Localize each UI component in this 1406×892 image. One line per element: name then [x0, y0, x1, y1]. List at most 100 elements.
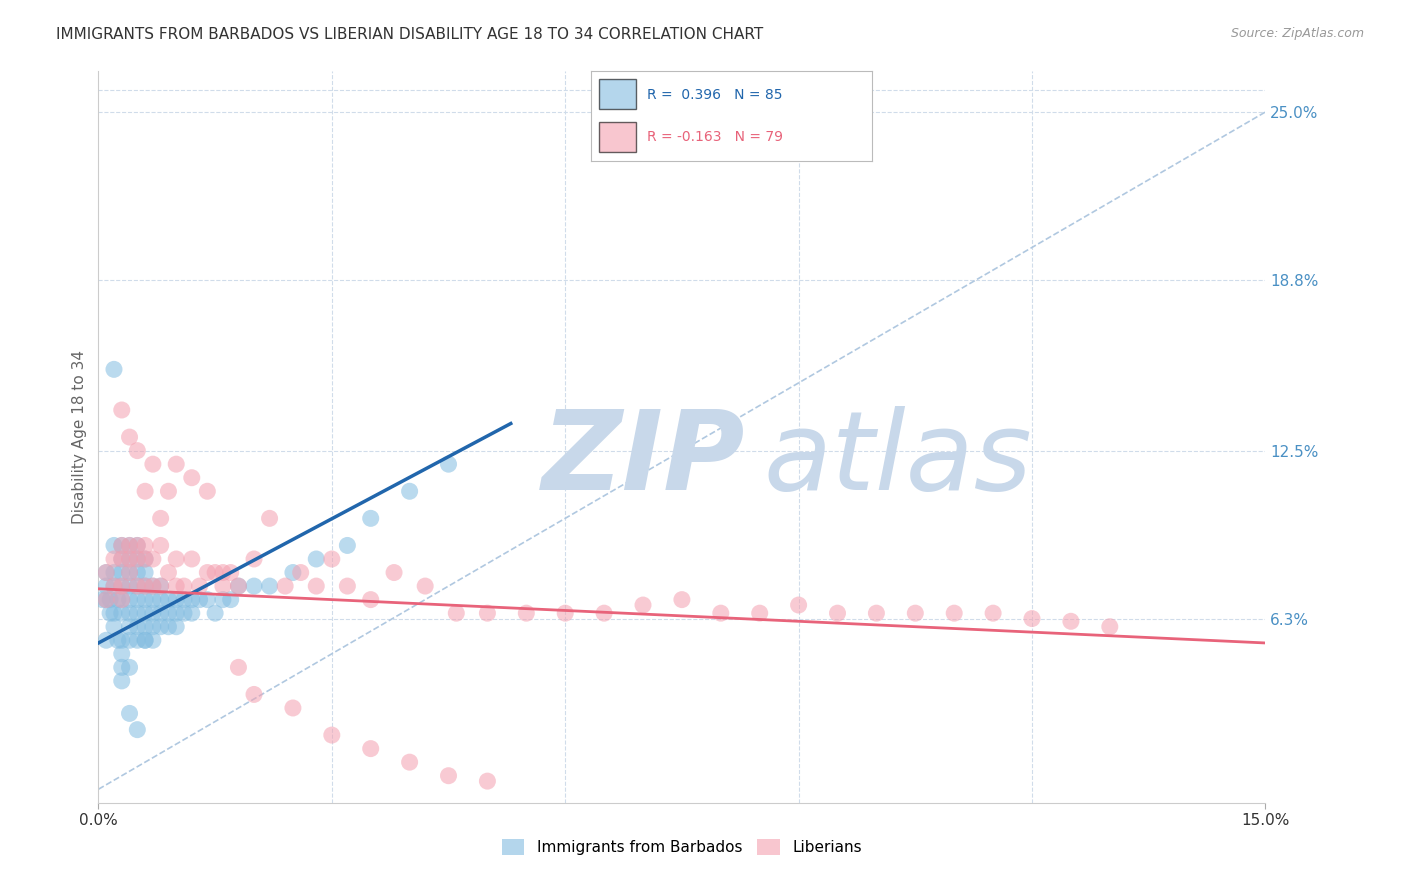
Point: [134, 484, 156, 499]
Point: [134, 579, 156, 593]
Point: [904, 606, 927, 620]
Point: [111, 403, 134, 417]
Point: [149, 620, 172, 634]
Point: [515, 606, 537, 620]
Point: [149, 538, 172, 552]
Point: [748, 606, 770, 620]
Point: [142, 579, 165, 593]
Point: [107, 633, 129, 648]
Point: [134, 633, 156, 648]
Point: [165, 592, 187, 607]
Point: [134, 620, 156, 634]
Point: [127, 606, 149, 620]
Point: [118, 633, 141, 648]
Point: [134, 606, 156, 620]
Point: [142, 552, 165, 566]
Text: Source: ZipAtlas.com: Source: ZipAtlas.com: [1230, 27, 1364, 40]
Point: [98, 606, 121, 620]
Point: [134, 633, 156, 648]
Point: [127, 566, 149, 580]
Point: [321, 728, 343, 742]
Point: [827, 606, 849, 620]
Point: [134, 579, 156, 593]
Point: [173, 579, 195, 593]
Point: [305, 579, 328, 593]
Point: [96, 633, 118, 648]
Point: [382, 566, 405, 580]
Point: [336, 579, 359, 593]
Point: [142, 620, 165, 634]
Point: [118, 430, 141, 444]
Point: [118, 566, 141, 580]
Point: [157, 592, 180, 607]
Point: [111, 592, 134, 607]
Point: [173, 606, 195, 620]
Point: [149, 606, 172, 620]
Point: [111, 660, 134, 674]
Point: [413, 579, 436, 593]
Point: [212, 566, 235, 580]
Point: [180, 471, 202, 485]
Point: [180, 552, 202, 566]
Point: [290, 566, 312, 580]
Point: [1060, 615, 1083, 629]
Point: [118, 606, 141, 620]
Point: [134, 538, 156, 552]
Point: [118, 538, 141, 552]
Point: [111, 592, 134, 607]
Point: [118, 538, 141, 552]
Point: [96, 579, 118, 593]
Point: [127, 552, 149, 566]
Point: [96, 566, 118, 580]
Point: [165, 579, 187, 593]
Point: [477, 774, 499, 789]
Point: [259, 511, 281, 525]
Point: [180, 606, 202, 620]
Point: [103, 566, 125, 580]
Point: [142, 633, 165, 648]
Point: [142, 606, 165, 620]
Point: [111, 552, 134, 566]
Point: [274, 579, 297, 593]
Point: [360, 741, 382, 756]
Point: [157, 620, 180, 634]
Point: [91, 592, 114, 607]
Point: [446, 606, 468, 620]
FancyBboxPatch shape: [599, 79, 636, 109]
Text: R =  0.396   N = 85: R = 0.396 N = 85: [647, 87, 782, 102]
Point: [111, 647, 134, 661]
Point: [157, 484, 180, 499]
Point: [195, 566, 218, 580]
Point: [111, 538, 134, 552]
Point: [149, 579, 172, 593]
Point: [134, 552, 156, 566]
Point: [134, 566, 156, 580]
Point: [127, 443, 149, 458]
Point: [165, 606, 187, 620]
Y-axis label: Disability Age 18 to 34: Disability Age 18 to 34: [72, 350, 87, 524]
Point: [437, 457, 460, 471]
Point: [173, 592, 195, 607]
Point: [127, 723, 149, 737]
Point: [157, 566, 180, 580]
Point: [149, 592, 172, 607]
Point: [107, 592, 129, 607]
Point: [305, 552, 328, 566]
Point: [142, 592, 165, 607]
Point: [281, 566, 304, 580]
Point: [943, 606, 966, 620]
Point: [259, 579, 281, 593]
Point: [111, 579, 134, 593]
Point: [243, 552, 266, 566]
Point: [360, 592, 382, 607]
Point: [118, 660, 141, 674]
Point: [188, 579, 211, 593]
Point: [228, 660, 250, 674]
Text: ZIP: ZIP: [541, 406, 745, 513]
Point: [127, 538, 149, 552]
Point: [111, 579, 134, 593]
Point: [127, 620, 149, 634]
Point: [103, 552, 125, 566]
Point: [243, 579, 266, 593]
Point: [134, 552, 156, 566]
